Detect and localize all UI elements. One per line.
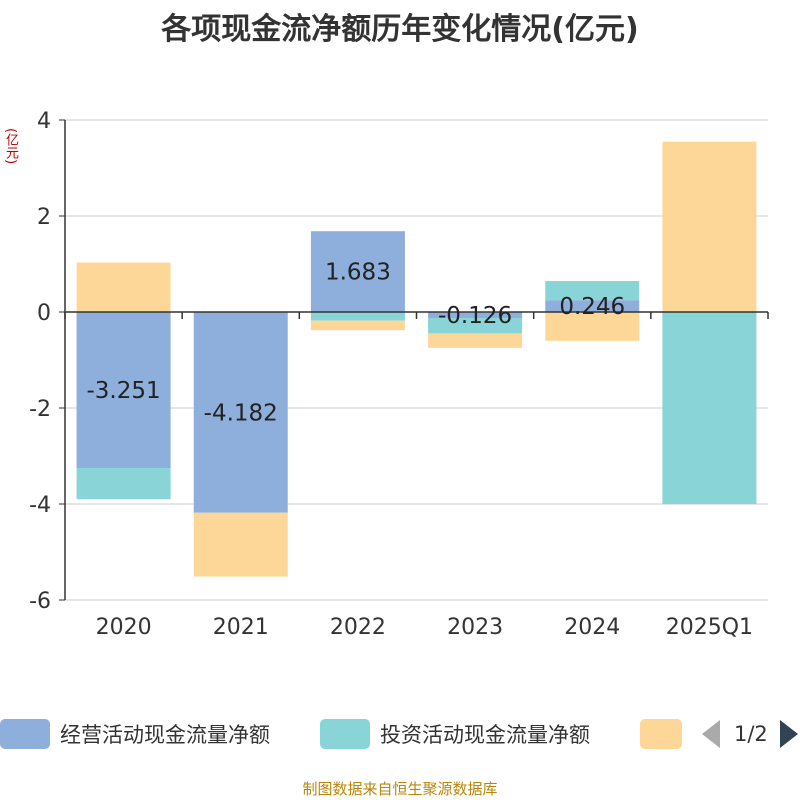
bar-2 xyxy=(545,280,640,301)
bar-3 xyxy=(545,312,640,341)
legend-label-operating: 经营活动现金流量净额 xyxy=(60,723,270,747)
legend: 经营活动现金流量净额 投资活动现金流量净额 1/2 xyxy=(0,714,800,754)
data-label: -0.126 xyxy=(438,303,512,329)
data-label: 1.683 xyxy=(325,260,391,286)
y-tick-label: 4 xyxy=(37,109,51,134)
x-tick-label: 2022 xyxy=(330,615,386,640)
bar-2 xyxy=(76,468,171,500)
legend-page-indicator: 1/2 xyxy=(734,722,768,746)
legend-prev-arrow-icon[interactable] xyxy=(702,720,720,748)
legend-next-arrow-icon[interactable] xyxy=(779,720,798,748)
chart-title: 各项现金流净额历年变化情况(亿元) xyxy=(161,12,639,47)
plot-area: 4 2 0 -2 -4 -6 2020 2021 2022 2023 2024 2025Q1 -3.25… xyxy=(29,109,769,640)
bar-3 xyxy=(76,262,171,312)
x-tick-label: 2020 xyxy=(96,615,152,640)
x-tick-label: 2024 xyxy=(564,615,620,640)
legend-swatch-investing xyxy=(320,719,370,749)
bar-1 xyxy=(76,312,171,469)
x-tick-label: 2025Q1 xyxy=(666,615,753,640)
legend-item-operating[interactable]: 经营活动现金流量净额 xyxy=(0,714,270,754)
y-tick-label: -2 xyxy=(29,397,51,422)
y-tick-label: -4 xyxy=(29,493,51,518)
y-axis-unit: (亿元) xyxy=(3,128,18,165)
bar-2 xyxy=(310,312,405,321)
x-tick-label: 2023 xyxy=(447,615,503,640)
bar-1 xyxy=(428,312,523,319)
y-tick-label: 0 xyxy=(37,301,51,326)
source-note: 制图数据来自恒生聚源数据库 xyxy=(302,780,498,798)
bar-3 xyxy=(310,320,405,331)
bar-2 xyxy=(662,312,757,504)
bar-1 xyxy=(193,312,288,513)
y-tick-label: -6 xyxy=(29,589,51,614)
bar-1 xyxy=(310,231,405,312)
y-tick-label: 2 xyxy=(37,205,51,230)
legend-swatch-financing xyxy=(640,719,682,749)
bar-1 xyxy=(545,300,640,312)
data-label: -3.251 xyxy=(87,378,161,404)
bar-3 xyxy=(193,512,288,577)
bar-3 xyxy=(428,333,523,348)
legend-pager: 1/2 xyxy=(700,714,800,754)
legend-item-financing[interactable] xyxy=(640,714,692,754)
legend-swatch-operating xyxy=(0,719,50,749)
legend-label-investing: 投资活动现金流量净额 xyxy=(380,723,590,747)
x-tick-label: 2021 xyxy=(213,615,269,640)
bar-3 xyxy=(662,141,757,312)
data-label: -4.182 xyxy=(204,400,278,426)
legend-item-investing[interactable]: 投资活动现金流量净额 xyxy=(320,714,590,754)
data-label: 0.246 xyxy=(559,294,625,320)
bar-2 xyxy=(428,318,523,334)
